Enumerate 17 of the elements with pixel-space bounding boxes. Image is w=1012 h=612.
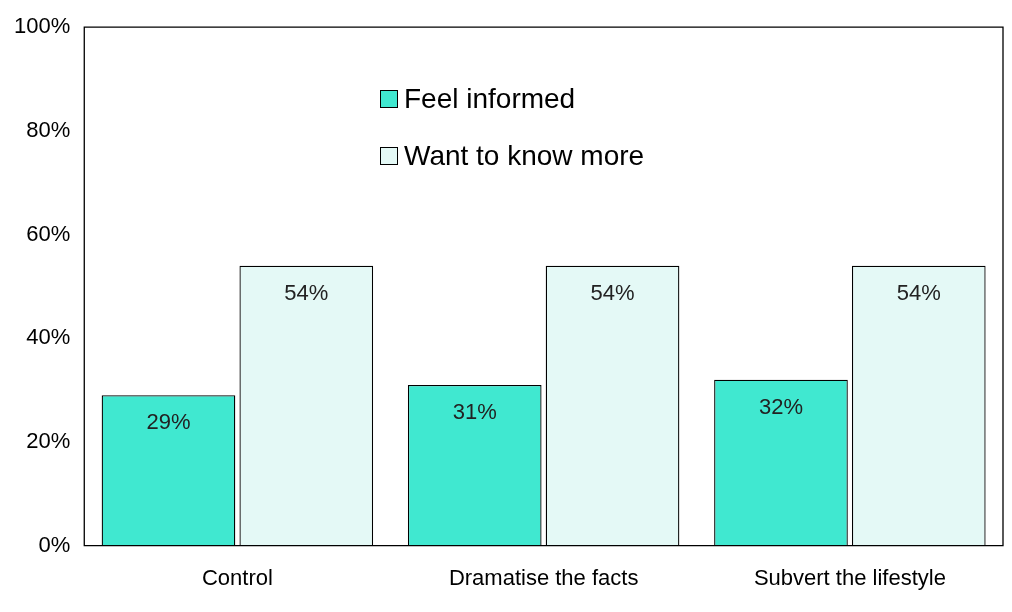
y-tick-label: 100% xyxy=(13,13,71,39)
data-label: 29% xyxy=(146,409,191,435)
y-tick-label: 80% xyxy=(26,116,71,142)
legend-label: Want to know more xyxy=(404,139,645,172)
y-tick-label: 0% xyxy=(38,531,71,557)
data-label: 54% xyxy=(896,279,941,305)
data-label: 54% xyxy=(284,279,329,305)
legend-label: Feel informed xyxy=(404,82,576,115)
x-tick-label: Control xyxy=(201,564,273,590)
data-label: 32% xyxy=(758,393,803,419)
y-tick-label: 20% xyxy=(26,427,71,453)
y-tick-label: 60% xyxy=(26,220,71,246)
x-tick-label: Dramatise the facts xyxy=(448,564,639,590)
y-tick-label: 40% xyxy=(26,324,71,350)
x-tick-label: Subvert the lifestyle xyxy=(753,564,946,590)
data-label: 54% xyxy=(590,279,635,305)
data-label: 31% xyxy=(452,398,497,424)
